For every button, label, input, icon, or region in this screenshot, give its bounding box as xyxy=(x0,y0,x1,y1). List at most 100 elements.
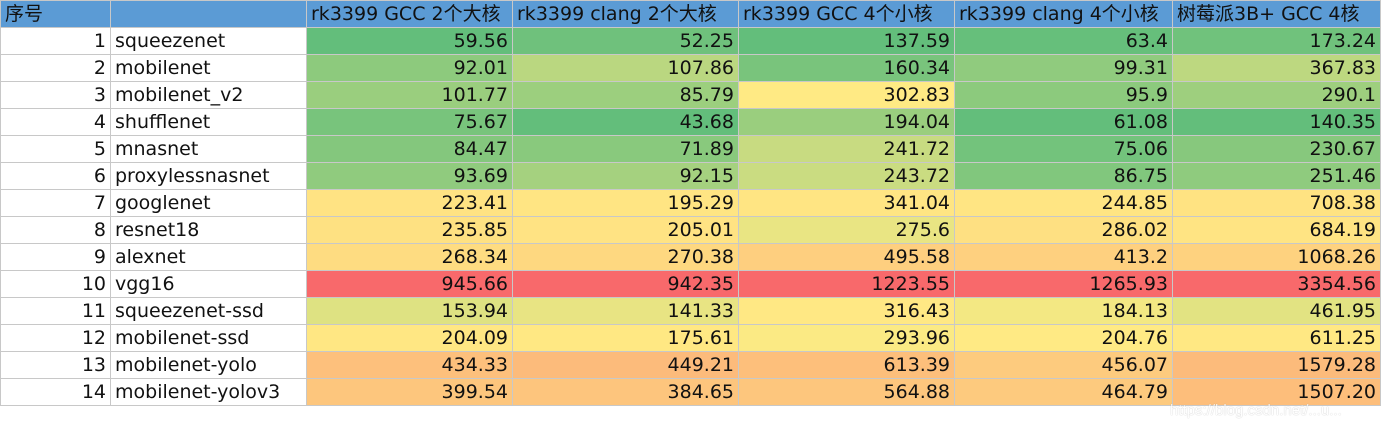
value-cell[interactable]: 101.77 xyxy=(306,81,513,109)
value-cell[interactable]: 223.41 xyxy=(306,189,513,217)
value-cell[interactable]: 302.83 xyxy=(738,81,955,109)
value-cell[interactable]: 230.67 xyxy=(1172,135,1381,163)
value-cell[interactable]: 173.24 xyxy=(1172,27,1381,55)
value-cell[interactable]: 611.25 xyxy=(1172,324,1381,352)
header-cell-rk3399-clang-big[interactable]: rk3399 clang 2个大核 xyxy=(512,0,739,28)
row-index-cell[interactable]: 6 xyxy=(0,162,111,190)
header-cell-name[interactable] xyxy=(110,0,307,28)
model-name-cell[interactable]: vgg16 xyxy=(110,270,307,298)
row-index-cell[interactable]: 10 xyxy=(0,270,111,298)
value-cell[interactable]: 153.94 xyxy=(306,297,513,325)
value-cell[interactable]: 107.86 xyxy=(512,54,739,82)
value-cell[interactable]: 204.76 xyxy=(954,324,1173,352)
row-index-cell[interactable]: 7 xyxy=(0,189,111,217)
value-cell[interactable]: 1223.55 xyxy=(738,270,955,298)
value-cell[interactable]: 204.09 xyxy=(306,324,513,352)
value-cell[interactable]: 140.35 xyxy=(1172,108,1381,136)
value-cell[interactable]: 59.56 xyxy=(306,27,513,55)
model-name-cell[interactable]: squeezenet-ssd xyxy=(110,297,307,325)
header-cell-rk3399-gcc-little[interactable]: rk3399 GCC 4个小核 xyxy=(738,0,955,28)
value-cell[interactable]: 293.96 xyxy=(738,324,955,352)
model-name-cell[interactable]: mobilenet-yolov3 xyxy=(110,378,307,406)
row-index-cell[interactable]: 14 xyxy=(0,378,111,406)
value-cell[interactable]: 3354.56 xyxy=(1172,270,1381,298)
model-name-cell[interactable]: mobilenet-ssd xyxy=(110,324,307,352)
value-cell[interactable]: 1579.28 xyxy=(1172,351,1381,379)
value-cell[interactable]: 942.35 xyxy=(512,270,739,298)
value-cell[interactable]: 244.85 xyxy=(954,189,1173,217)
value-cell[interactable]: 241.72 xyxy=(738,135,955,163)
value-cell[interactable]: 43.68 xyxy=(512,108,739,136)
row-index-cell[interactable]: 5 xyxy=(0,135,111,163)
value-cell[interactable]: 316.43 xyxy=(738,297,955,325)
value-cell[interactable]: 195.29 xyxy=(512,189,739,217)
value-cell[interactable]: 184.13 xyxy=(954,297,1173,325)
value-cell[interactable]: 449.21 xyxy=(512,351,739,379)
value-cell[interactable]: 84.47 xyxy=(306,135,513,163)
value-cell[interactable]: 137.59 xyxy=(738,27,955,55)
value-cell[interactable]: 92.15 xyxy=(512,162,739,190)
value-cell[interactable]: 160.34 xyxy=(738,54,955,82)
value-cell[interactable]: 1507.20 xyxy=(1172,378,1381,406)
value-cell[interactable]: 141.33 xyxy=(512,297,739,325)
value-cell[interactable]: 495.58 xyxy=(738,243,955,271)
value-cell[interactable]: 52.25 xyxy=(512,27,739,55)
value-cell[interactable]: 86.75 xyxy=(954,162,1173,190)
value-cell[interactable]: 85.79 xyxy=(512,81,739,109)
row-index-cell[interactable]: 3 xyxy=(0,81,111,109)
value-cell[interactable]: 945.66 xyxy=(306,270,513,298)
model-name-cell[interactable]: alexnet xyxy=(110,243,307,271)
value-cell[interactable]: 613.39 xyxy=(738,351,955,379)
value-cell[interactable]: 71.89 xyxy=(512,135,739,163)
value-cell[interactable]: 341.04 xyxy=(738,189,955,217)
value-cell[interactable]: 235.85 xyxy=(306,216,513,244)
row-index-cell[interactable]: 13 xyxy=(0,351,111,379)
row-index-cell[interactable]: 4 xyxy=(0,108,111,136)
model-name-cell[interactable]: squeezenet xyxy=(110,27,307,55)
model-name-cell[interactable]: googlenet xyxy=(110,189,307,217)
value-cell[interactable]: 99.31 xyxy=(954,54,1173,82)
model-name-cell[interactable]: mobilenet-yolo xyxy=(110,351,307,379)
value-cell[interactable]: 61.08 xyxy=(954,108,1173,136)
model-name-cell[interactable]: shufflenet xyxy=(110,108,307,136)
model-name-cell[interactable]: mobilenet xyxy=(110,54,307,82)
value-cell[interactable]: 434.33 xyxy=(306,351,513,379)
value-cell[interactable]: 92.01 xyxy=(306,54,513,82)
value-cell[interactable]: 95.9 xyxy=(954,81,1173,109)
value-cell[interactable]: 194.04 xyxy=(738,108,955,136)
row-index-cell[interactable]: 2 xyxy=(0,54,111,82)
value-cell[interactable]: 93.69 xyxy=(306,162,513,190)
value-cell[interactable]: 243.72 xyxy=(738,162,955,190)
value-cell[interactable]: 708.38 xyxy=(1172,189,1381,217)
model-name-cell[interactable]: mnasnet xyxy=(110,135,307,163)
value-cell[interactable]: 384.65 xyxy=(512,378,739,406)
value-cell[interactable]: 275.6 xyxy=(738,216,955,244)
value-cell[interactable]: 268.34 xyxy=(306,243,513,271)
value-cell[interactable]: 75.06 xyxy=(954,135,1173,163)
value-cell[interactable]: 63.4 xyxy=(954,27,1173,55)
row-index-cell[interactable]: 1 xyxy=(0,27,111,55)
value-cell[interactable]: 75.67 xyxy=(306,108,513,136)
value-cell[interactable]: 564.88 xyxy=(738,378,955,406)
header-cell-raspberry-pi[interactable]: 树莓派3B+ GCC 4核 xyxy=(1172,0,1381,28)
model-name-cell[interactable]: mobilenet_v2 xyxy=(110,81,307,109)
value-cell[interactable]: 205.01 xyxy=(512,216,739,244)
row-index-cell[interactable]: 9 xyxy=(0,243,111,271)
model-name-cell[interactable]: proxylessnasnet xyxy=(110,162,307,190)
header-cell-rk3399-gcc-big[interactable]: rk3399 GCC 2个大核 xyxy=(306,0,513,28)
value-cell[interactable]: 175.61 xyxy=(512,324,739,352)
value-cell[interactable]: 367.83 xyxy=(1172,54,1381,82)
value-cell[interactable]: 1265.93 xyxy=(954,270,1173,298)
value-cell[interactable]: 290.1 xyxy=(1172,81,1381,109)
value-cell[interactable]: 251.46 xyxy=(1172,162,1381,190)
value-cell[interactable]: 684.19 xyxy=(1172,216,1381,244)
row-index-cell[interactable]: 12 xyxy=(0,324,111,352)
value-cell[interactable]: 413.2 xyxy=(954,243,1173,271)
row-index-cell[interactable]: 8 xyxy=(0,216,111,244)
value-cell[interactable]: 399.54 xyxy=(306,378,513,406)
header-cell-rk3399-clang-little[interactable]: rk3399 clang 4个小核 xyxy=(954,0,1173,28)
header-cell-index[interactable]: 序号 xyxy=(0,0,111,28)
value-cell[interactable]: 286.02 xyxy=(954,216,1173,244)
row-index-cell[interactable]: 11 xyxy=(0,297,111,325)
model-name-cell[interactable]: resnet18 xyxy=(110,216,307,244)
